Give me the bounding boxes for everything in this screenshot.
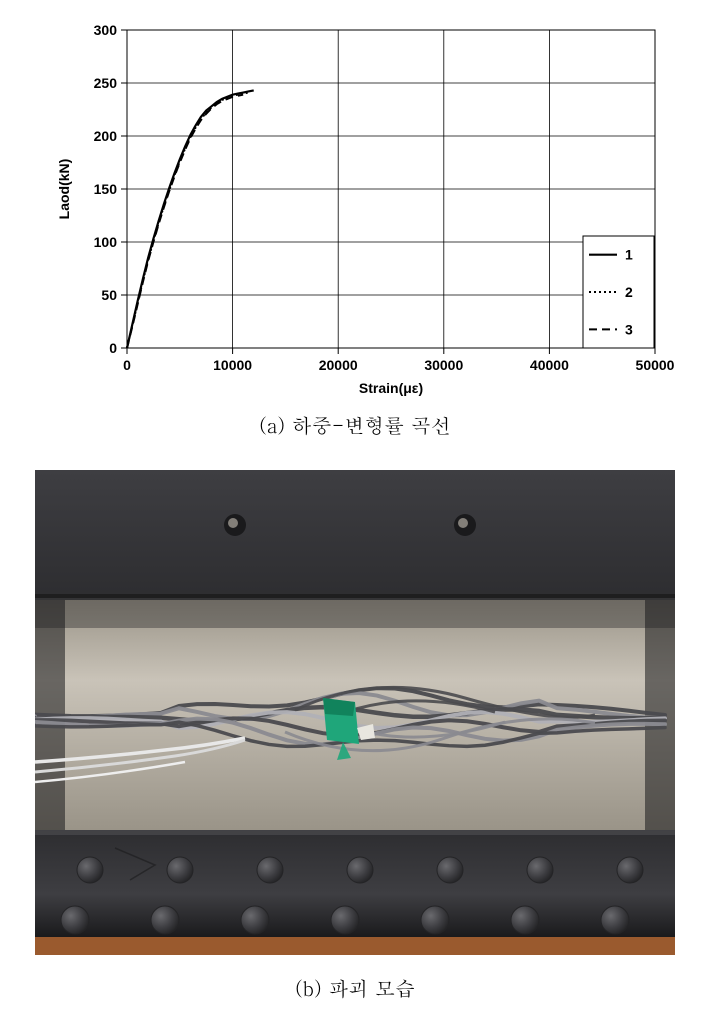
caption-a: (a) 하중-변형률 곡선 — [35, 410, 675, 439]
figure-a: 0 10000 20000 30000 40000 50000 0 50 100 150 200 25… — [35, 18, 675, 439]
svg-text:2: 2 — [625, 284, 633, 300]
svg-text:0: 0 — [109, 340, 117, 356]
svg-text:150: 150 — [94, 181, 118, 197]
chart-svg: 0 10000 20000 30000 40000 50000 0 50 100 150 200 25… — [35, 18, 675, 398]
caption-b: (b) 파괴 모습 — [35, 973, 675, 1002]
fracture-photo — [35, 470, 675, 955]
svg-text:50000: 50000 — [636, 357, 675, 373]
svg-text:50: 50 — [101, 287, 117, 303]
photo-svg — [35, 470, 675, 955]
svg-text:Laod(kN): Laod(kN) — [56, 159, 72, 220]
figure-b: (b) 파괴 모습 — [35, 470, 675, 1002]
svg-text:200: 200 — [94, 128, 118, 144]
svg-text:Strain(με): Strain(με) — [359, 380, 423, 396]
svg-text:100: 100 — [94, 234, 118, 250]
svg-text:300: 300 — [94, 22, 118, 38]
svg-text:250: 250 — [94, 75, 118, 91]
svg-text:20000: 20000 — [319, 357, 358, 373]
svg-text:0: 0 — [123, 357, 131, 373]
svg-text:1: 1 — [625, 247, 633, 263]
load-strain-chart: 0 10000 20000 30000 40000 50000 0 50 100 150 200 25… — [35, 18, 675, 398]
svg-text:3: 3 — [625, 321, 633, 337]
svg-text:10000: 10000 — [213, 357, 252, 373]
svg-text:40000: 40000 — [530, 357, 569, 373]
svg-text:30000: 30000 — [424, 357, 463, 373]
